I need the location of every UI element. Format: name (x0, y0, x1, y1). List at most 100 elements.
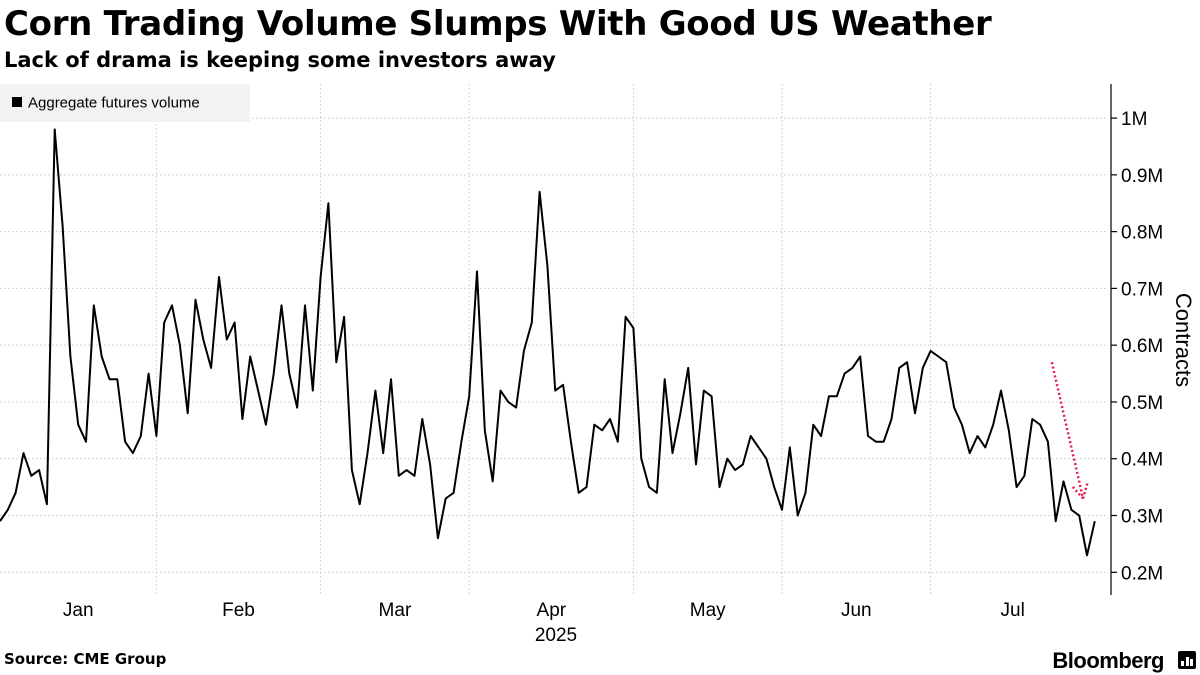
data-point (617, 441, 619, 443)
data-point (484, 429, 486, 431)
legend-swatch (12, 97, 22, 107)
data-point (218, 276, 220, 278)
data-point (922, 367, 924, 369)
y-axis-ticks: 0.2M 0.3M 0.4M 0.5M 0.6M 0.7M 0.8M 0.9M 1M (1111, 109, 1163, 584)
x-tick-label: Apr (537, 600, 567, 621)
data-point (296, 407, 298, 409)
data-point (312, 390, 314, 392)
data-point (781, 509, 783, 511)
data-point (632, 327, 634, 329)
data-point (132, 452, 134, 454)
data-point (625, 316, 627, 318)
data-point (195, 299, 197, 301)
data-point (609, 418, 611, 420)
data-point (15, 492, 17, 494)
data-point (898, 367, 900, 369)
data-point (343, 316, 345, 318)
data-point (812, 424, 814, 426)
data-point (930, 350, 932, 352)
data-point (140, 435, 142, 437)
data-point (46, 503, 48, 505)
data-point (679, 412, 681, 414)
data-point (672, 452, 674, 454)
data-point (1039, 424, 1041, 426)
data-point (851, 367, 853, 369)
chart-subtitle: Lack of drama is keeping some investors … (4, 48, 556, 72)
data-point (984, 446, 986, 448)
data-point (351, 469, 353, 471)
annotation-arrow (1050, 361, 1089, 500)
data-point (554, 390, 556, 392)
data-point (523, 350, 525, 352)
data-point (844, 373, 846, 375)
bloomberg-logo: Bloomberg (1052, 648, 1164, 673)
data-point (398, 475, 400, 477)
data-point (249, 356, 251, 358)
bloomberg-terminal-icon (1178, 651, 1196, 669)
data-point (711, 395, 713, 397)
data-point (836, 395, 838, 397)
data-point (93, 304, 95, 306)
data-point (226, 339, 228, 341)
data-point (507, 401, 509, 403)
annotation-arrow-head (1071, 485, 1085, 500)
data-point (406, 469, 408, 471)
data-point (539, 191, 541, 193)
series-line-aggregate-futures-volume (0, 128, 1096, 557)
data-point (281, 304, 283, 306)
data-point (101, 356, 103, 358)
data-point (969, 452, 971, 454)
data-point (664, 378, 666, 380)
data-point (656, 492, 658, 494)
annotation-arrow-shaft (1050, 361, 1085, 499)
y-tick-label: 1M (1121, 109, 1147, 130)
data-point (1086, 554, 1088, 556)
data-point (187, 412, 189, 414)
data-point (210, 367, 212, 369)
data-point (828, 395, 830, 397)
data-point (241, 418, 243, 420)
data-point (171, 304, 173, 306)
legend: Aggregate futures volume (0, 84, 250, 122)
source-note: Source: CME Group (4, 650, 167, 668)
data-point (492, 480, 494, 482)
data-point (883, 441, 885, 443)
year-label: 2025 (535, 625, 577, 646)
data-point (570, 441, 572, 443)
data-point (797, 515, 799, 517)
y-tick-label: 0.4M (1121, 450, 1163, 471)
data-point (1047, 441, 1049, 443)
data-point (867, 435, 869, 437)
data-point (546, 265, 548, 267)
y-tick-label: 0.2M (1121, 563, 1163, 584)
data-point (414, 475, 416, 477)
data-point (758, 446, 760, 448)
data-point (382, 452, 384, 454)
data-point (719, 486, 721, 488)
data-point (179, 344, 181, 346)
x-tick-label: Feb (222, 600, 255, 621)
data-point (765, 458, 767, 460)
data-point (695, 463, 697, 465)
data-point (437, 537, 439, 539)
data-point (742, 463, 744, 465)
vertical-gridlines (155, 84, 932, 595)
data-point (109, 378, 111, 380)
data-point (374, 390, 376, 392)
data-point (640, 458, 642, 460)
data-point (687, 367, 689, 369)
data-point (304, 304, 306, 306)
data-point (7, 509, 9, 511)
data-point (453, 492, 455, 494)
data-point (648, 486, 650, 488)
data-point (977, 435, 979, 437)
data-point (578, 492, 580, 494)
data-point (367, 452, 369, 454)
data-point (265, 424, 267, 426)
data-point (586, 486, 588, 488)
data-point (327, 202, 329, 204)
data-point (734, 469, 736, 471)
data-point (805, 492, 807, 494)
y-tick-label: 0.3M (1121, 507, 1163, 528)
data-point (163, 322, 165, 324)
